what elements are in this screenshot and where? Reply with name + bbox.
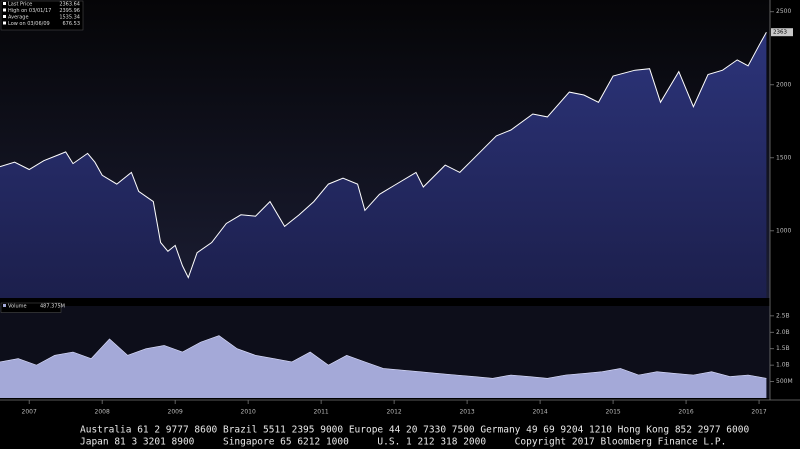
legend-value: 487.375M [40,304,65,310]
footer-line: Australia 61 2 9777 8600 Brazil 5511 239… [80,425,749,436]
area [0,335,767,398]
x-tick-label: 2008 [95,409,110,416]
y-tick-label: 1000 [776,227,791,234]
legend-value: 2363.64 [59,2,80,8]
x-tick-label: 2017 [751,409,766,416]
legend-swatch [3,8,6,12]
legend-label: High on 03/01/17 [8,8,51,14]
x-tick-label: 2012 [386,409,401,416]
x-tick-label: 2014 [532,409,547,416]
x-tick-label: 2010 [241,409,256,416]
area [0,32,767,298]
legend-value: 2395.96 [59,8,80,14]
y-tick-label: 2.5B [776,312,790,319]
x-tick-label: 2016 [678,409,693,416]
legend-swatch [3,304,6,307]
y-tick-label: 1.0B [776,362,790,369]
line [0,335,767,379]
last-value-label: 2363 [773,30,787,36]
legend-swatch [3,21,6,25]
y-tick-label: 500M [776,378,793,385]
legend-swatch [3,2,6,5]
legend-value: 676.53 [63,21,81,27]
legend-label: Last Price [8,2,32,8]
x-tick-label: 2007 [22,409,37,416]
y-tick-label: 1.5B [776,345,790,352]
last-value-tag [771,28,793,37]
legend-label: Average [8,15,29,21]
legend-swatch [3,15,6,18]
x-tick-label: 2009 [168,409,183,416]
legend-value: 1535.34 [59,15,80,21]
y-tick-label: 1500 [776,154,791,161]
legend-box [0,0,84,31]
x-tick-label: 2015 [605,409,620,416]
legend-box [0,302,62,313]
legend-label: Volume [8,304,27,310]
footer-line: Japan 81 3 3201 8900 Singapore 65 6212 1… [80,437,726,448]
y-tick-label: 2500 [776,8,791,15]
x-tick-label: 2011 [313,409,328,416]
legend-label: Low on 03/06/09 [8,21,50,27]
y-tick-label: 2000 [776,81,791,88]
y-tick-label: 2.0B [776,329,790,336]
x-tick-label: 2013 [459,409,474,416]
line [0,31,767,279]
